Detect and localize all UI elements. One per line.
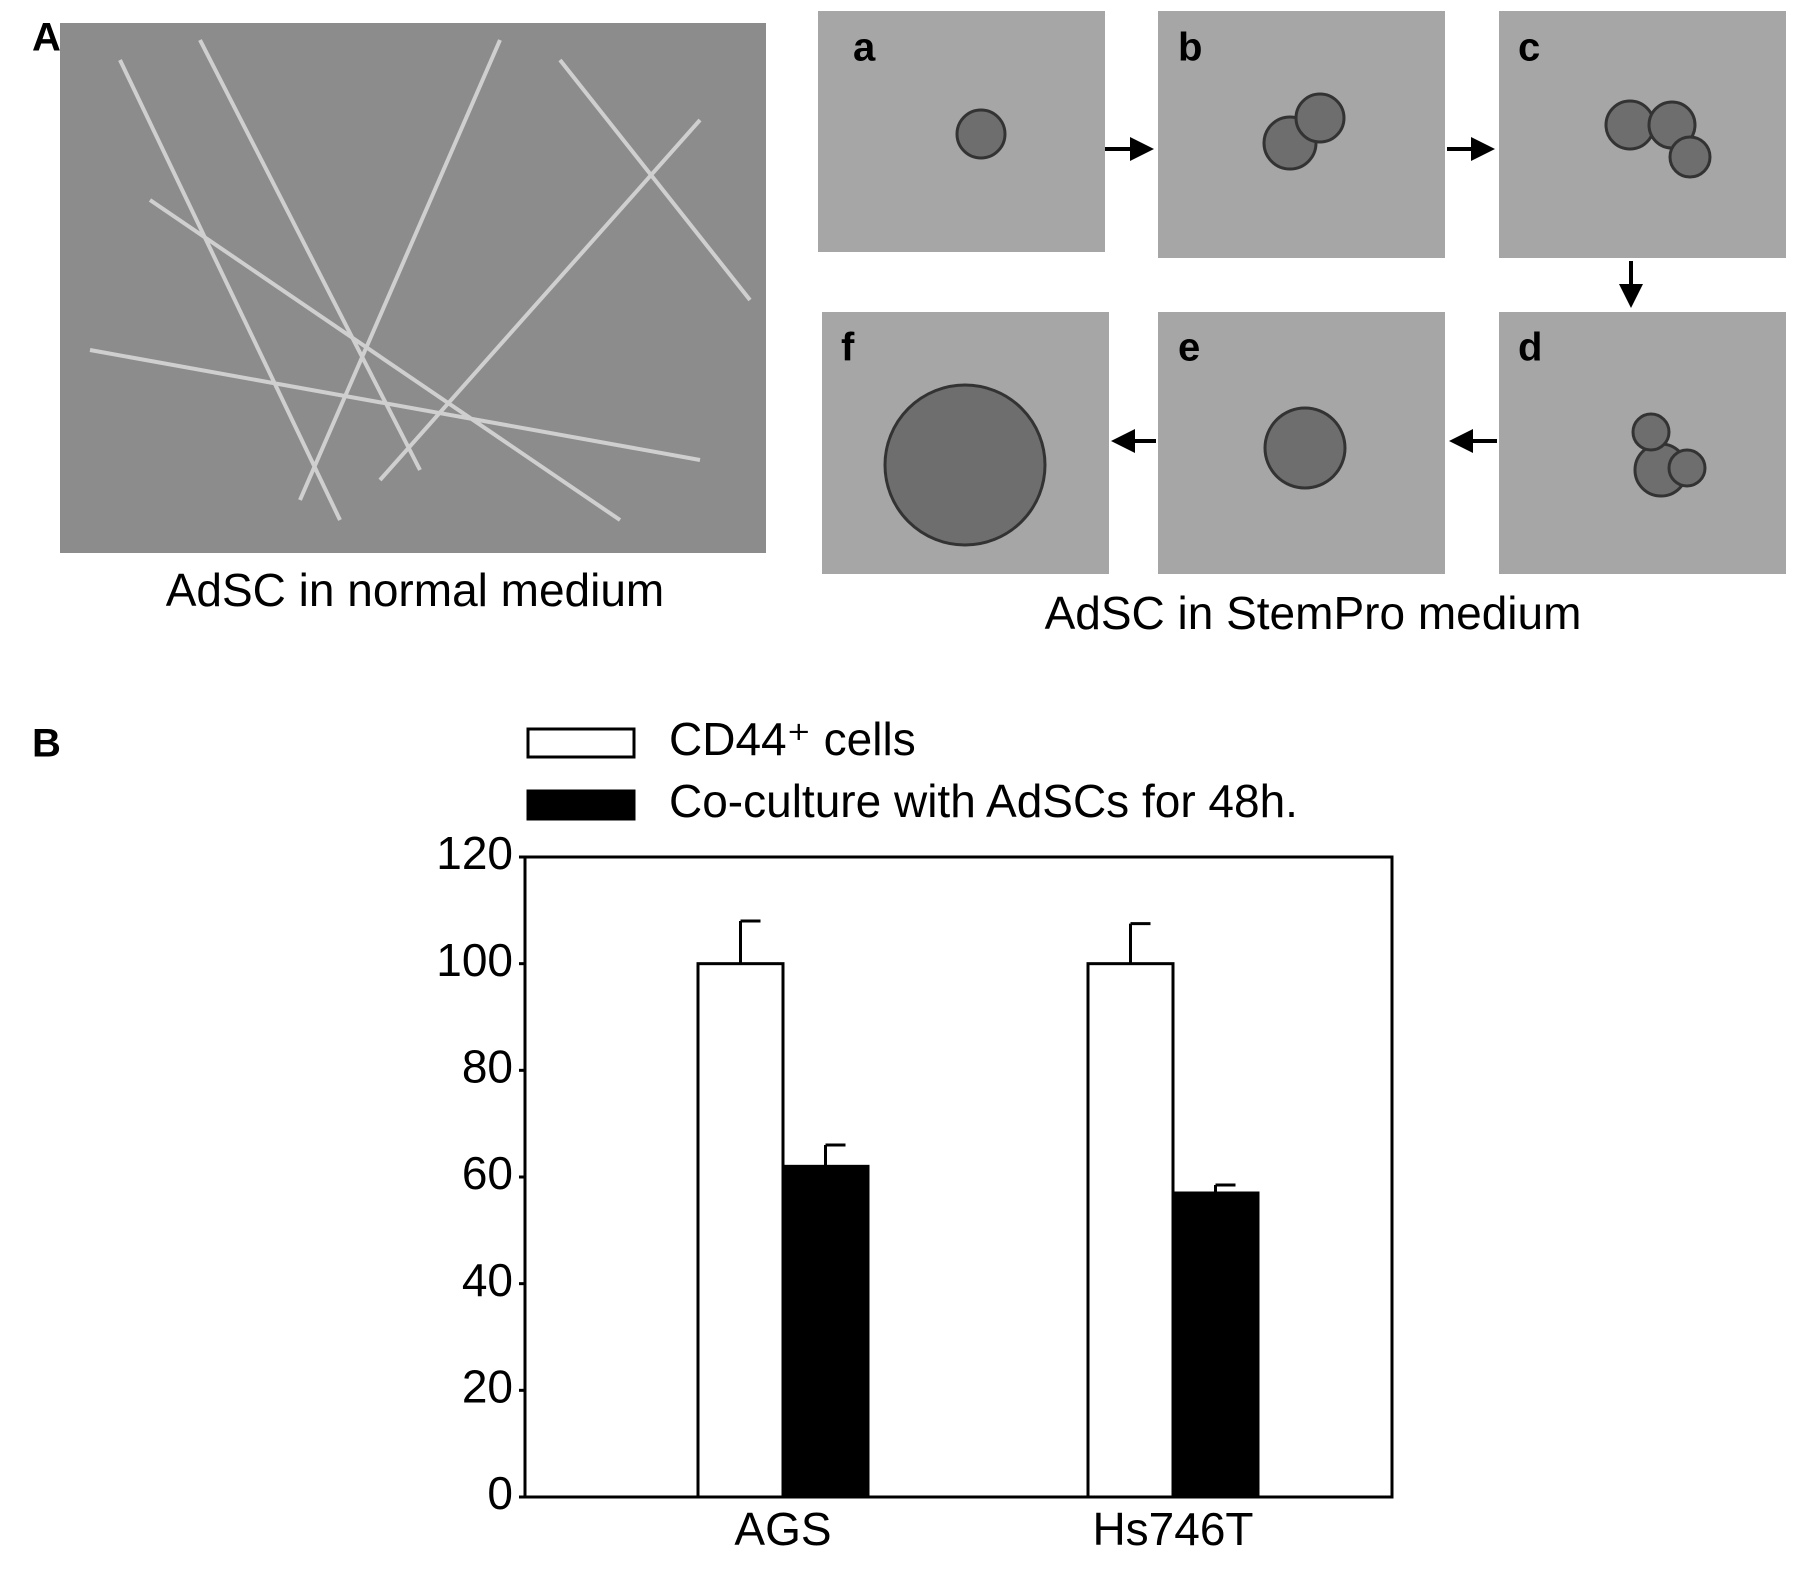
x-tick-label: AGS xyxy=(734,1503,831,1555)
plot-frame xyxy=(523,855,1394,1499)
bar xyxy=(1171,1191,1260,1499)
arrows xyxy=(1105,137,1643,453)
legend-label: Co-culture with AdSCs for 48h. xyxy=(669,775,1298,827)
caption: AdSC in StemPro medium xyxy=(1045,587,1582,639)
x-tick-label: Hs746T xyxy=(1092,1503,1253,1555)
step-images xyxy=(818,11,1786,574)
y-tick-label: 120 xyxy=(436,827,513,879)
legend-swatch xyxy=(526,727,636,759)
cell-texture xyxy=(89,39,752,522)
y-tick-label: 60 xyxy=(462,1147,513,1199)
panel-label: B xyxy=(32,722,61,766)
bar xyxy=(1086,962,1175,1499)
caption: AdSC in normal medium xyxy=(166,564,665,616)
step-label: e xyxy=(1178,326,1200,370)
legend-label: CD44⁺ cells xyxy=(669,713,916,765)
step-label: a xyxy=(853,26,876,70)
error-bar xyxy=(1129,922,1151,964)
y-tick-label: 40 xyxy=(462,1254,513,1306)
step-label: d xyxy=(1518,326,1542,370)
y-tick-label: 20 xyxy=(462,1360,513,1412)
y-tick-label: 0 xyxy=(487,1467,513,1519)
step-label: b xyxy=(1178,26,1202,70)
micrograph xyxy=(60,23,766,553)
panel-label: A xyxy=(32,16,61,60)
bar xyxy=(781,1164,870,1499)
bar-chart: 0 20 40 60 80 100 120 CD44⁺ cells Co-culture wit… xyxy=(436,713,1298,1555)
y-tick-label: 80 xyxy=(462,1040,513,1092)
legend-swatch xyxy=(526,789,636,821)
step-label: c xyxy=(1518,26,1540,70)
step-label: f xyxy=(841,326,855,370)
bar xyxy=(696,962,785,1499)
error-bar xyxy=(739,919,761,964)
error-bar xyxy=(824,1143,846,1167)
y-tick-label: 100 xyxy=(436,934,513,986)
